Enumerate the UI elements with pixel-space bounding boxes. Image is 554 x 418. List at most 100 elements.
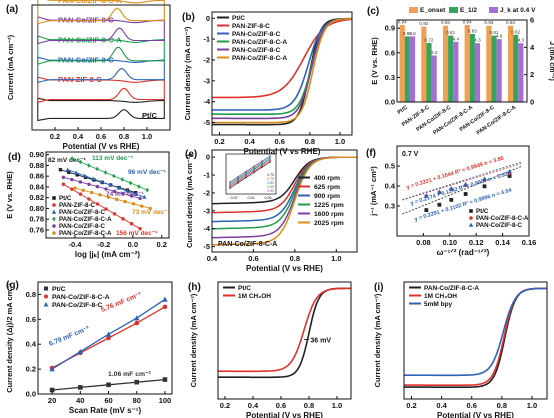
x-tick-label: 0.4	[436, 401, 447, 410]
bar-value-label: 0.80	[403, 31, 412, 36]
bar	[507, 25, 514, 103]
inset-line	[229, 161, 271, 189]
tafel-point	[137, 184, 141, 189]
panel-i: (i) 0.2 0.4 0.6 0.8 1.0 Potential (V vs RHE) Cu…	[373, 281, 548, 418]
x-tick-label: 0.2	[214, 137, 224, 146]
series-line	[212, 17, 352, 126]
x-tick-label: 60	[104, 396, 112, 405]
plot-frame	[403, 281, 548, 400]
tafel-point	[120, 177, 124, 182]
y-tick-label: -4	[203, 224, 210, 233]
cv-loop	[37, 35, 165, 65]
y-axis-label: Current density (mA cm⁻²)	[189, 293, 198, 387]
x-tick-label: 0.6	[248, 254, 258, 263]
x-axis-label: ω⁻¹ᐟ² (rad⁻¹ᐟ²)	[437, 248, 490, 257]
bar-value-label: 0.81	[490, 30, 499, 35]
cv-loop	[37, 0, 165, 25]
inset-point	[261, 162, 263, 164]
bar-value-label: 0.94	[463, 19, 472, 24]
cdl-point	[105, 331, 112, 337]
tafel-point	[65, 167, 70, 172]
inset-point	[269, 159, 271, 162]
x-tick-label: 0.14	[495, 238, 510, 247]
cv-loop	[37, 56, 165, 84]
y-axis-label: Current density (mA cm⁻²)	[185, 154, 194, 248]
bar-value-label: 4.3	[518, 38, 525, 43]
y-axis-label: j⁻¹ (mA⁻¹ cm²)	[369, 166, 378, 217]
legend-marker	[44, 286, 48, 291]
bar-value-label: 0.93	[506, 20, 515, 25]
cv-loop-label: PAN-Co/ZIF-8-C	[58, 55, 114, 64]
x-tick-label: 0.6	[276, 401, 286, 410]
inset-legend-label: 0.90	[267, 189, 274, 193]
x-axis-label: Potential (V vs RHE)	[437, 411, 514, 418]
panel-a: (a)Pt/CPAN-ZIF-8-CPAN-Co/ZIF-8-CPAN-Co/Z…	[6, 0, 171, 151]
legend-label: PAN-Co/ZIF-8-C	[59, 209, 105, 216]
bar-value-label: 4.4	[453, 36, 460, 41]
legend-label: E_onset	[420, 7, 446, 14]
inset-point	[253, 171, 255, 174]
y-tick-label: 0.80	[29, 204, 44, 213]
panel-label: (g)	[6, 280, 19, 291]
cv-loop-label: Pt/C	[142, 111, 158, 120]
bar-value-label: 3.4	[431, 50, 438, 55]
panel-label: (i)	[374, 282, 383, 293]
legend-marker	[43, 301, 49, 307]
y-tick-label: 0.6	[26, 315, 36, 324]
bar	[442, 25, 449, 103]
kl-point	[482, 184, 487, 189]
tafel-fit	[74, 187, 151, 209]
panel-d: (d) 82 mV dec⁻¹ 156 mV dec⁻¹ 96 mV dec⁻¹ 113…	[5, 150, 170, 259]
inset-tick-label: 0.02	[231, 196, 238, 200]
tafel-point	[58, 168, 63, 172]
panel-c: (c)0.94 0.92 0.93 0.94 0.93 0.930.800.720.81 0…	[367, 6, 554, 136]
cv-loop-label: PAN-Co/ZIF-8-C-A	[58, 0, 122, 5]
x-tick-label: 0.6	[275, 137, 285, 146]
y-axis-label: E (V vs. RHE)	[370, 37, 379, 85]
legend-label: PAN-Co/ZIF-8-C	[232, 31, 281, 38]
inset-point	[237, 182, 239, 184]
tafel-fit	[63, 176, 141, 199]
y-tick-label: 0.76	[29, 225, 44, 234]
plot-frame	[211, 149, 358, 253]
tafel-point	[133, 191, 138, 196]
x-tick-label: 0.2	[220, 401, 230, 410]
legend-label: PAN-Co/ZIF-8-C	[232, 47, 281, 54]
panel-label: (a)	[6, 4, 18, 15]
potential-annotation: 0.7 V	[402, 151, 419, 158]
slope-label: 74 mV dec⁻¹	[106, 191, 144, 198]
panel-label: (c)	[367, 6, 379, 17]
capacitance-label: 1.06 mF cm⁻²	[108, 371, 152, 378]
tafel-point	[89, 190, 94, 195]
tafel-point	[142, 194, 147, 199]
y-tick-label: 0.4	[385, 182, 396, 191]
y2-tick-label: 4	[530, 43, 535, 52]
legend-label: Pt/C	[238, 285, 251, 292]
bar	[474, 43, 481, 102]
inset-point	[229, 185, 231, 188]
inset-point	[261, 166, 263, 168]
x-axis-label: Scan Rate (mV s⁻¹)	[69, 406, 142, 415]
tafel-point	[87, 163, 91, 168]
cdl-point	[162, 377, 168, 382]
legend-marker	[44, 294, 48, 299]
tafel-point	[148, 206, 152, 211]
tafel-point	[115, 197, 119, 202]
kl-fit	[402, 165, 523, 215]
legend-label: PAN-Co/ZIF-8-C-A	[52, 294, 110, 301]
tafel-point	[140, 204, 144, 208]
inset-point	[237, 179, 239, 181]
bar-value-label: 4.6	[496, 34, 503, 39]
bar-value-label: 0.94	[398, 19, 407, 24]
tafel-point	[82, 173, 87, 178]
tafel-point	[78, 192, 83, 196]
y-tick-label: -3	[203, 206, 210, 215]
x-tick-label: 0.8	[305, 137, 315, 146]
legend-label: PAN-Co/ZIF-8-C-A	[232, 39, 287, 46]
tafel-fit	[67, 169, 145, 198]
x-axis-label: Potential (V vs RHE)	[246, 411, 323, 418]
kl-point	[437, 189, 442, 194]
x-tick-label: -0.4	[68, 240, 82, 249]
tafel-point	[112, 212, 117, 216]
